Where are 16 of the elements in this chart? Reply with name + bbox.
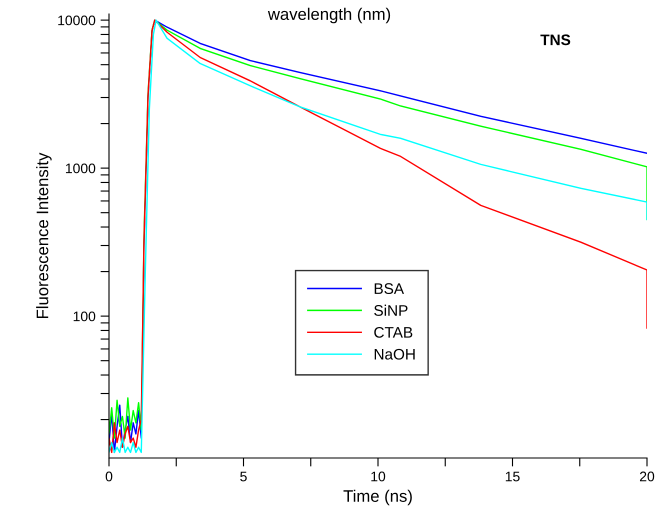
legend-label: SiNP <box>374 304 408 316</box>
x-tick-label: 10 <box>371 472 386 482</box>
x-tick-label: 0 <box>106 472 112 482</box>
x-tick-label: 15 <box>506 472 520 482</box>
x-tick-label: 5 <box>240 472 247 482</box>
x-axis-title: Time (ns) <box>344 490 412 506</box>
y-axis-title: Fluorescence Intensity <box>36 152 52 318</box>
chart-title: wavelength (nm) <box>268 8 390 24</box>
x-tick-label: 20 <box>640 472 654 482</box>
legend-label: NaOH <box>374 348 415 360</box>
legend-label: CTAB <box>374 326 412 338</box>
legend-label: BSA <box>374 283 404 294</box>
y-tick-label: 1000 <box>66 163 96 174</box>
y-tick-label: 100 <box>74 311 96 322</box>
y-tick-label: 10000 <box>58 15 96 26</box>
annotation: TNS <box>540 34 570 46</box>
